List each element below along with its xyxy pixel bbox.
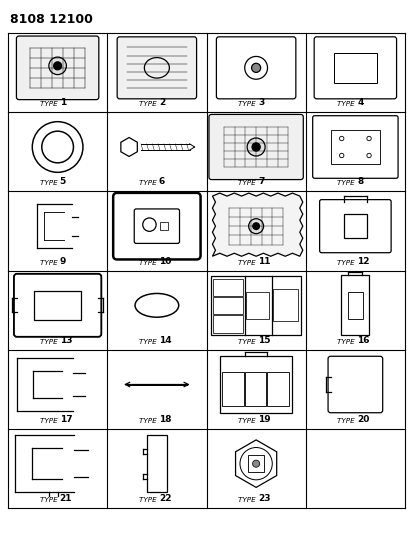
Text: TYPE: TYPE bbox=[238, 180, 258, 187]
Bar bbox=[348, 292, 363, 319]
Text: 8: 8 bbox=[358, 177, 364, 187]
FancyBboxPatch shape bbox=[16, 36, 99, 100]
Text: 15: 15 bbox=[258, 336, 270, 345]
Bar bbox=[344, 214, 367, 238]
Text: 22: 22 bbox=[159, 494, 171, 503]
Bar bbox=[273, 289, 298, 321]
Circle shape bbox=[54, 62, 62, 70]
Text: TYPE: TYPE bbox=[139, 497, 159, 503]
Text: TYPE: TYPE bbox=[337, 180, 358, 187]
FancyBboxPatch shape bbox=[117, 37, 196, 99]
Text: TYPE: TYPE bbox=[39, 497, 60, 503]
Circle shape bbox=[253, 460, 260, 467]
Text: 7: 7 bbox=[258, 177, 265, 187]
Text: TYPE: TYPE bbox=[139, 260, 159, 265]
Circle shape bbox=[252, 63, 261, 72]
Text: 20: 20 bbox=[358, 415, 370, 424]
Text: 21: 21 bbox=[60, 494, 72, 503]
Bar bbox=[245, 372, 266, 406]
Text: TYPE: TYPE bbox=[39, 101, 60, 107]
Text: 6: 6 bbox=[159, 177, 165, 187]
Circle shape bbox=[253, 223, 259, 230]
Bar bbox=[212, 276, 301, 335]
Circle shape bbox=[247, 138, 265, 156]
Bar bbox=[334, 53, 376, 83]
Text: TYPE: TYPE bbox=[139, 180, 159, 187]
Text: 16: 16 bbox=[358, 336, 370, 345]
Text: TYPE: TYPE bbox=[39, 260, 60, 265]
Text: TYPE: TYPE bbox=[238, 497, 258, 503]
Text: TYPE: TYPE bbox=[39, 180, 60, 187]
Text: 1: 1 bbox=[60, 98, 66, 107]
Text: 5: 5 bbox=[60, 177, 66, 187]
Bar bbox=[342, 275, 369, 335]
Text: TYPE: TYPE bbox=[238, 101, 258, 107]
Polygon shape bbox=[212, 193, 303, 256]
Text: 3: 3 bbox=[258, 98, 264, 107]
Text: TYPE: TYPE bbox=[238, 338, 258, 345]
Text: 8108 12100: 8108 12100 bbox=[10, 13, 93, 26]
Circle shape bbox=[252, 143, 260, 151]
Text: TYPE: TYPE bbox=[139, 338, 159, 345]
Text: TYPE: TYPE bbox=[238, 418, 258, 424]
Bar bbox=[331, 130, 380, 164]
Circle shape bbox=[249, 219, 263, 233]
Bar bbox=[34, 290, 81, 320]
Bar bbox=[220, 356, 292, 413]
Bar bbox=[213, 297, 243, 314]
Text: TYPE: TYPE bbox=[337, 418, 358, 424]
Text: 9: 9 bbox=[60, 256, 66, 265]
Text: 18: 18 bbox=[159, 415, 171, 424]
Bar bbox=[268, 372, 289, 406]
Text: 14: 14 bbox=[159, 336, 171, 345]
Text: TYPE: TYPE bbox=[39, 338, 60, 345]
Text: 2: 2 bbox=[159, 98, 165, 107]
Bar bbox=[213, 279, 243, 296]
Bar bbox=[222, 372, 244, 406]
Ellipse shape bbox=[144, 58, 169, 78]
Bar bbox=[147, 435, 167, 492]
Text: TYPE: TYPE bbox=[39, 418, 60, 424]
Text: TYPE: TYPE bbox=[139, 101, 159, 107]
Bar bbox=[213, 316, 243, 333]
Text: TYPE: TYPE bbox=[337, 260, 358, 265]
Text: 13: 13 bbox=[60, 336, 72, 345]
Text: 11: 11 bbox=[258, 256, 270, 265]
Bar bbox=[248, 455, 264, 472]
Circle shape bbox=[49, 57, 67, 75]
Text: 23: 23 bbox=[258, 494, 270, 503]
Text: 4: 4 bbox=[358, 98, 364, 107]
Text: TYPE: TYPE bbox=[337, 338, 358, 345]
Text: TYPE: TYPE bbox=[238, 260, 258, 265]
Text: TYPE: TYPE bbox=[337, 101, 358, 107]
Bar bbox=[160, 222, 168, 230]
Bar bbox=[247, 292, 269, 319]
FancyBboxPatch shape bbox=[209, 115, 303, 180]
Text: 10: 10 bbox=[159, 256, 171, 265]
Text: TYPE: TYPE bbox=[139, 418, 159, 424]
Text: 17: 17 bbox=[60, 415, 72, 424]
Text: 19: 19 bbox=[258, 415, 271, 424]
Text: 12: 12 bbox=[358, 256, 370, 265]
